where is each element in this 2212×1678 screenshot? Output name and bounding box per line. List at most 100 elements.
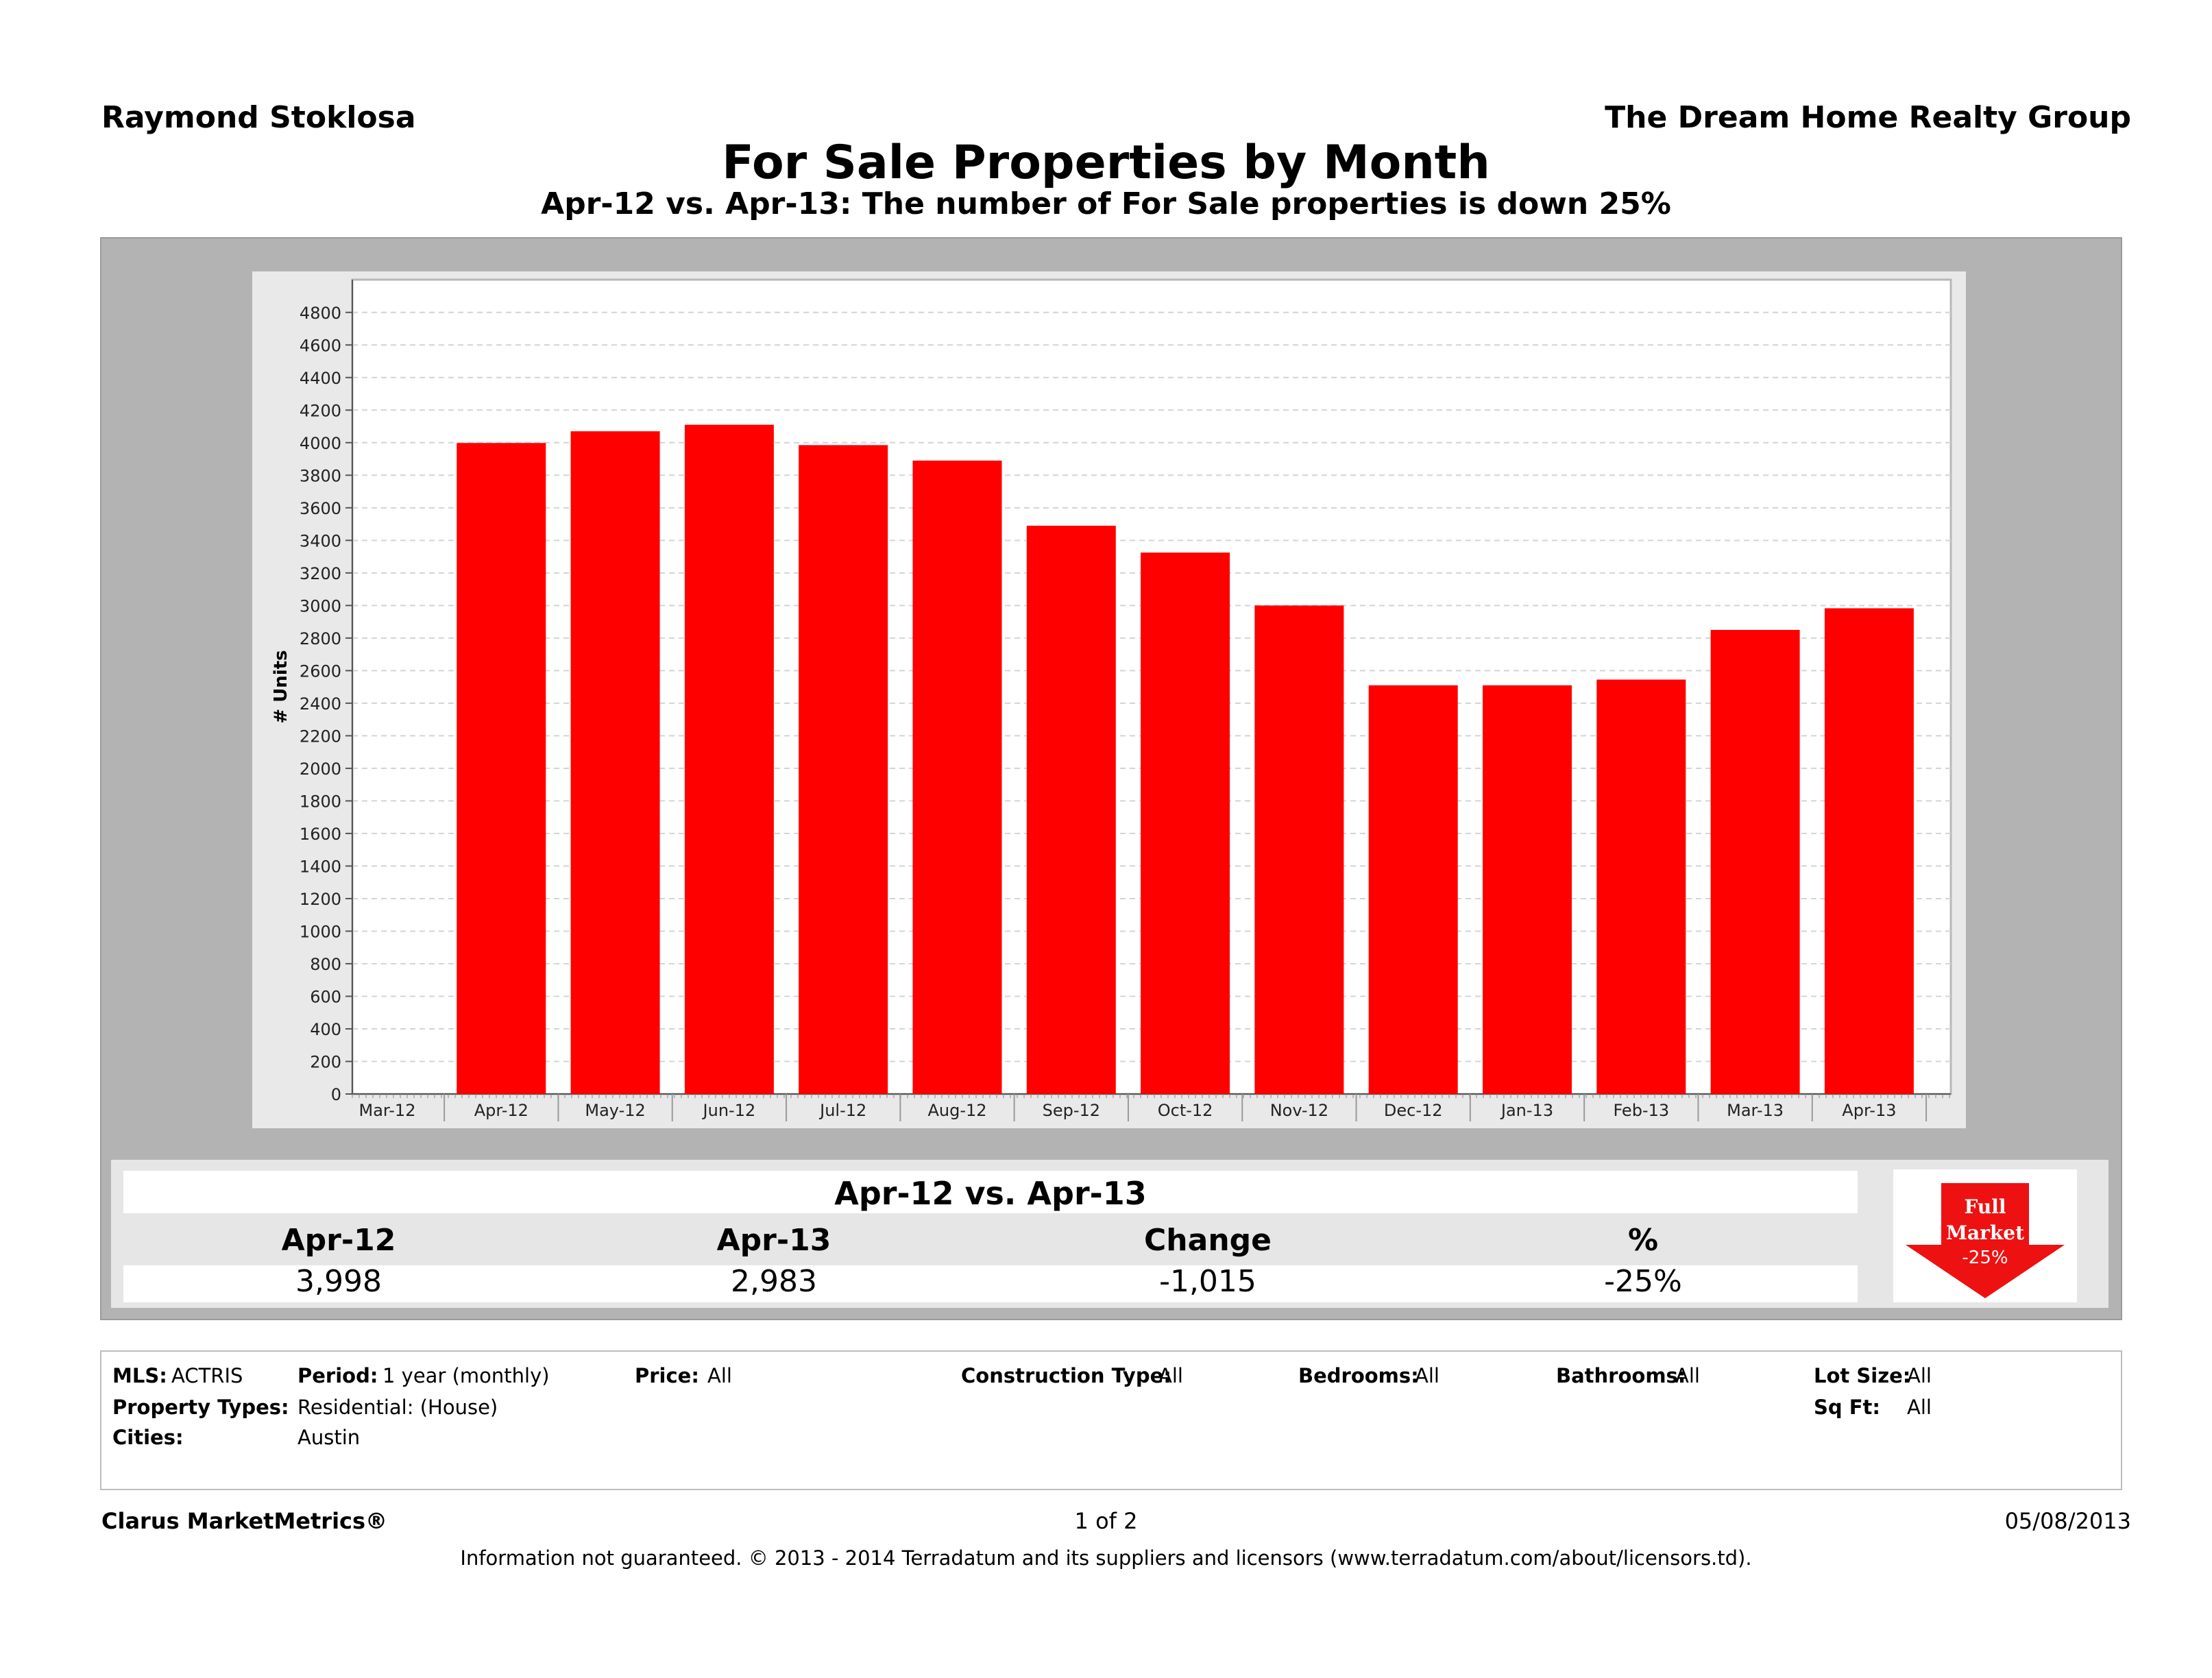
page-subtitle: Apr-12 vs. Apr-13: The number of For Sal… xyxy=(541,186,1671,221)
lot-size-value: All xyxy=(1907,1364,1932,1387)
y-tick-label: 2400 xyxy=(300,694,341,714)
bathrooms-label: Bathrooms: xyxy=(1556,1364,1686,1387)
y-tick-label: 600 xyxy=(310,987,341,1006)
footer-disclaimer: Information not guaranteed. © 2013 - 201… xyxy=(460,1546,1752,1570)
bar-may-12 xyxy=(570,431,660,1094)
y-tick-label: 1800 xyxy=(300,792,341,811)
full-market-badge: Full Market -25% xyxy=(1893,1169,2077,1302)
y-tick-label: 3200 xyxy=(300,564,341,583)
y-tick-label: 4600 xyxy=(300,336,341,355)
bar-mar-13 xyxy=(1710,629,1800,1094)
down-arrow-icon xyxy=(1906,1183,2065,1298)
bar-sep-12 xyxy=(1026,525,1116,1094)
bar-apr-13 xyxy=(1824,608,1914,1094)
mls-label: MLS: xyxy=(112,1364,167,1387)
x-tick-label: Sep-12 xyxy=(1043,1101,1100,1120)
comparison-value-apr12: 3,998 xyxy=(295,1264,382,1299)
comparison-values-bar xyxy=(123,1265,1858,1302)
y-tick-label: 2800 xyxy=(300,629,341,648)
y-tick-label: 1000 xyxy=(300,922,341,941)
x-tick-label: Feb-13 xyxy=(1613,1101,1669,1120)
y-tick-label: 4000 xyxy=(300,434,341,453)
comparison-value-percent: -25% xyxy=(1604,1264,1682,1299)
footer-brand: Clarus MarketMetrics® xyxy=(101,1508,388,1534)
mls-value: ACTRIS xyxy=(171,1364,243,1387)
y-tick-label: 1200 xyxy=(300,890,341,909)
construction-type-value: All xyxy=(1158,1364,1183,1387)
agent-name: Raymond Stoklosa xyxy=(101,100,416,135)
x-tick-label: Oct-12 xyxy=(1158,1101,1213,1120)
bar-nov-12 xyxy=(1254,605,1344,1094)
y-tick-label: 800 xyxy=(310,955,341,974)
comparison-title-bar xyxy=(123,1171,1858,1213)
x-tick-label: Mar-12 xyxy=(359,1101,416,1120)
x-tick-label: Mar-13 xyxy=(1727,1101,1784,1120)
x-tick-label: Apr-12 xyxy=(474,1101,528,1120)
x-tick-label: Apr-13 xyxy=(1842,1101,1896,1120)
footer-page-number: 1 of 2 xyxy=(1074,1508,1138,1534)
sq-ft-value: All xyxy=(1907,1396,1932,1419)
sq-ft-label: Sq Ft: xyxy=(1814,1396,1881,1419)
y-tick-label: 3800 xyxy=(300,466,341,485)
y-tick-label: 1600 xyxy=(300,825,341,844)
bar-jan-13 xyxy=(1483,685,1572,1094)
property-types-value: Residential: (House) xyxy=(297,1396,498,1419)
x-tick-label: Dec-12 xyxy=(1384,1101,1443,1120)
y-tick-label: 4800 xyxy=(300,304,341,323)
x-tick-label: Aug-12 xyxy=(927,1101,986,1120)
y-axis-label: # Units xyxy=(271,650,291,723)
y-tick-label: 4400 xyxy=(300,369,341,388)
comparison-value-apr13: 2,983 xyxy=(731,1264,817,1299)
bar-dec-12 xyxy=(1368,685,1458,1094)
badge-line-2: Market xyxy=(1945,1221,2025,1244)
bar-oct-12 xyxy=(1141,552,1230,1094)
y-tick-label: 0 xyxy=(331,1085,341,1104)
badge-line-1: Full xyxy=(1964,1195,2006,1218)
x-tick-label: Jan-13 xyxy=(1500,1101,1553,1120)
comparison-header-change: Change xyxy=(1144,1223,1272,1258)
bar-feb-13 xyxy=(1596,679,1686,1094)
period-value: 1 year (monthly) xyxy=(382,1364,550,1387)
y-tick-label: 1400 xyxy=(300,857,341,876)
bedrooms-label: Bedrooms: xyxy=(1298,1364,1419,1387)
cities-label: Cities: xyxy=(112,1426,184,1449)
cities-value: Austin xyxy=(297,1426,361,1449)
bathrooms-value: All xyxy=(1675,1364,1700,1387)
chart-panel: 0 200 400 600 800 1000 1200 1400 1600 1800 2000 220… xyxy=(252,271,1966,1128)
bar-jul-12 xyxy=(799,445,888,1094)
comparison-panel: Apr-12 vs. Apr-13 Apr-12 Apr-13 Change %… xyxy=(111,1160,2108,1308)
price-value: All xyxy=(707,1364,732,1387)
y-tick-label: 3000 xyxy=(300,596,341,616)
filter-criteria-box: MLS: ACTRIS Period: 1 year (monthly) Pri… xyxy=(100,1350,2122,1490)
comparison-header-percent: % xyxy=(1627,1223,1659,1258)
y-tick-label: 200 xyxy=(310,1052,341,1071)
bar-jun-12 xyxy=(684,424,774,1094)
comparison-header-apr13: Apr-13 xyxy=(716,1223,831,1258)
page-title: For Sale Properties by Month xyxy=(722,136,1490,190)
construction-type-label: Construction Type: xyxy=(961,1364,1171,1387)
comparison-header-apr12: Apr-12 xyxy=(281,1223,396,1258)
period-label: Period: xyxy=(297,1364,378,1387)
x-tick-label: Jun-12 xyxy=(702,1101,756,1120)
property-types-label: Property Types: xyxy=(112,1396,289,1419)
y-tick-label: 4200 xyxy=(300,401,341,420)
y-tick-label: 2000 xyxy=(300,759,341,779)
comparison-title: Apr-12 vs. Apr-13 xyxy=(834,1175,1147,1212)
lot-size-label: Lot Size: xyxy=(1814,1364,1911,1387)
badge-line-3: -25% xyxy=(1962,1248,2008,1268)
comparison-value-change: -1,015 xyxy=(1159,1264,1256,1299)
x-tick-label: May-12 xyxy=(585,1101,645,1120)
bedrooms-value: All xyxy=(1415,1364,1439,1387)
x-tick-label: Jul-12 xyxy=(818,1101,866,1120)
y-tick-label: 3400 xyxy=(300,531,341,550)
bar-aug-12 xyxy=(912,460,1002,1094)
y-tick-label: 3600 xyxy=(300,499,341,518)
bar-chart: 0 200 400 600 800 1000 1200 1400 1600 1800 2000 220… xyxy=(271,278,1952,1121)
footer-date: 05/08/2013 xyxy=(2004,1508,2131,1534)
x-tick-label: Nov-12 xyxy=(1270,1101,1328,1120)
bar-apr-12 xyxy=(457,443,546,1094)
y-tick-label: 400 xyxy=(310,1020,341,1039)
company-name: The Dream Home Realty Group xyxy=(1605,100,2131,135)
price-label: Price: xyxy=(635,1364,699,1387)
y-tick-label: 2200 xyxy=(300,727,341,746)
